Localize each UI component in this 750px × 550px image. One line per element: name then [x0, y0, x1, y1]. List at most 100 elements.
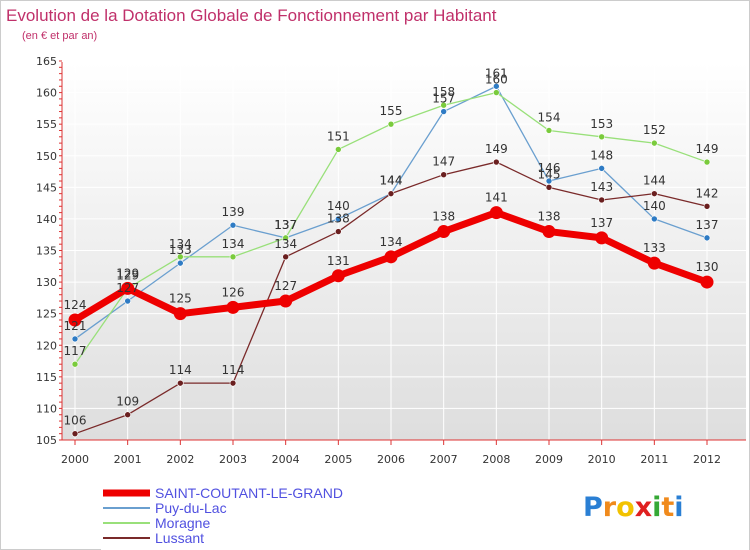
axes: 105 110 115 120 125 130 135 140 145 150 155 160 165 2…	[36, 55, 746, 466]
data-label: 138	[432, 210, 455, 224]
x-tick-label: 2010	[588, 453, 616, 466]
data-label: 158	[432, 85, 455, 99]
x-tick-label: 2008	[482, 453, 510, 466]
data-labels: 121 127 133 139 137 140 144 157 161 146 148 140 137 1…	[64, 66, 719, 427]
x-tick-label: 2006	[377, 453, 405, 466]
data-point	[703, 202, 711, 210]
data-label: 121	[64, 319, 87, 333]
legend-label: Lussant	[155, 530, 204, 546]
data-label: 160	[485, 73, 508, 87]
data-point	[437, 225, 451, 239]
data-label: 157	[432, 92, 455, 106]
data-label: 148	[590, 148, 613, 162]
y-tick-label: 165	[36, 55, 57, 68]
data-label: 125	[169, 292, 192, 306]
data-label: 131	[327, 254, 350, 268]
data-point	[493, 89, 500, 96]
legend-label: Moragne	[155, 515, 210, 531]
data-label: 161	[485, 66, 508, 80]
data-label: 140	[643, 199, 666, 213]
data-point	[229, 379, 237, 387]
logo-text: Proxiti	[583, 492, 684, 523]
data-label: 137	[274, 218, 297, 232]
data-point	[651, 190, 658, 197]
data-point	[598, 133, 605, 141]
data-point	[493, 82, 500, 90]
data-point	[335, 146, 342, 153]
x-tick-label: 2011	[640, 453, 668, 466]
x-tick-label: 2004	[272, 453, 300, 466]
data-point	[71, 335, 79, 343]
x-tick-label: 2012	[693, 453, 721, 466]
data-label: 114	[169, 363, 192, 377]
data-point	[282, 234, 289, 242]
y-tick-label: 115	[36, 371, 57, 384]
data-point	[177, 253, 184, 261]
data-label: 145	[538, 167, 561, 181]
data-label: 140	[327, 199, 350, 213]
x-tick-label: 2002	[166, 453, 194, 466]
data-point	[703, 234, 711, 242]
data-point	[598, 196, 605, 204]
data-point	[384, 250, 398, 264]
data-label: 124	[64, 298, 87, 312]
data-label: 134	[169, 237, 192, 251]
data-point	[545, 127, 553, 134]
legend-label: SAINT-COUTANT-LE-GRAND	[155, 485, 343, 501]
data-point	[703, 158, 711, 166]
data-label: 155	[380, 104, 403, 118]
legend: SAINT-COUTANT-LE-GRANDPuy-du-LacMoragneL…	[103, 485, 343, 546]
data-label: 147	[432, 155, 455, 169]
data-label: 106	[64, 414, 87, 428]
data-label: 133	[643, 241, 666, 255]
y-tick-label: 160	[36, 87, 57, 100]
data-point	[124, 297, 131, 305]
data-label: 126	[222, 285, 245, 299]
data-point	[331, 269, 345, 283]
data-label: 146	[538, 161, 561, 175]
data-point	[440, 171, 447, 178]
data-label: 152	[643, 123, 666, 137]
legend-background	[101, 472, 749, 550]
data-label: 134	[380, 235, 403, 249]
data-point	[651, 215, 658, 223]
proxiti-logo: Proxiti	[583, 492, 684, 523]
data-point	[647, 256, 661, 270]
y-tick-label: 105	[36, 434, 57, 447]
y-tick-label: 125	[36, 308, 57, 321]
data-point	[177, 379, 184, 387]
data-point	[387, 190, 395, 197]
data-point	[335, 228, 342, 235]
data-label: 144	[380, 174, 403, 188]
data-point	[177, 259, 184, 267]
data-point	[68, 313, 82, 327]
y-tick-label: 140	[36, 213, 57, 226]
data-label: 149	[485, 142, 508, 156]
data-label: 138	[538, 210, 561, 224]
data-label: 127	[116, 281, 139, 295]
data-label: 139	[222, 205, 245, 219]
x-tick-label: 2005	[324, 453, 352, 466]
x-tick-label: 2007	[430, 453, 458, 466]
data-label: 129	[116, 268, 139, 282]
y-tick-label: 120	[36, 339, 57, 352]
data-point	[279, 294, 293, 308]
data-point	[229, 221, 237, 229]
data-label: 137	[274, 218, 297, 232]
data-point	[124, 411, 131, 419]
data-label: 144	[643, 174, 666, 188]
x-tick-label: 2001	[114, 453, 142, 466]
data-label: 153	[590, 117, 613, 131]
data-point	[71, 430, 79, 437]
data-point	[440, 108, 447, 115]
data-point	[387, 120, 395, 128]
data-point	[121, 281, 135, 295]
data-point	[598, 165, 605, 172]
data-point	[489, 206, 503, 220]
data-label: 129	[116, 266, 139, 280]
legend-label: Puy-du-Lac	[155, 500, 227, 516]
data-label: 134	[274, 237, 297, 251]
y-tick-label: 110	[36, 402, 57, 415]
x-tick-label: 2003	[219, 453, 247, 466]
